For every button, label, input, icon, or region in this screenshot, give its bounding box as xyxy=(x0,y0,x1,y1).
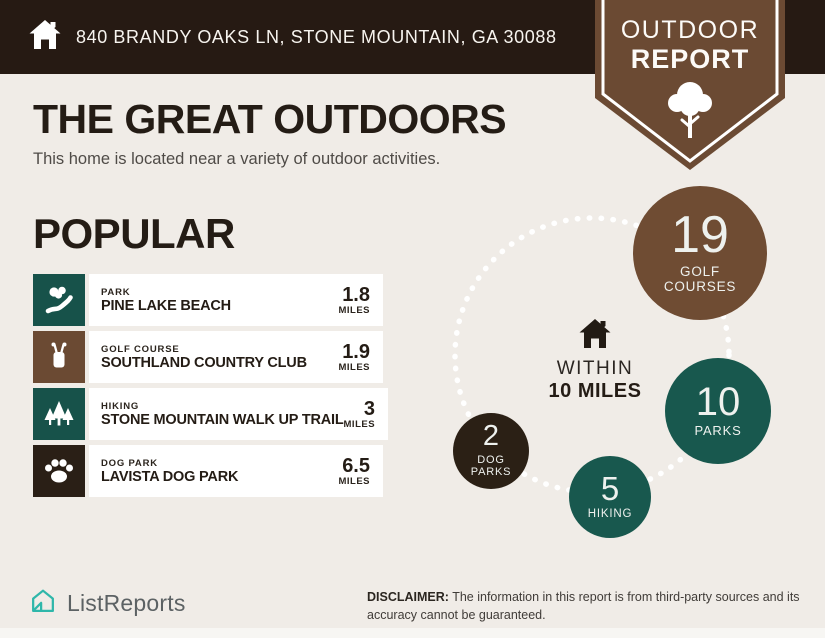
list-item-park: PARK PINE LAKE BEACH 1.8 MILES xyxy=(33,274,383,326)
paw-icon xyxy=(33,445,85,497)
badge-title-line2: REPORT xyxy=(630,44,750,74)
item-category: HIKING xyxy=(101,400,140,412)
hiking-count: 5 xyxy=(600,470,620,508)
dog-parks-label: DOG PARKS xyxy=(470,453,512,479)
golf-courses-count: 19 xyxy=(671,206,729,265)
tree-icon xyxy=(662,78,718,147)
item-distance: 3 xyxy=(363,397,376,420)
radius-center-label: WITHIN 10 MILES xyxy=(517,318,673,403)
item-distance-unit: MILES xyxy=(338,475,370,487)
popular-heading: POPULAR xyxy=(33,210,235,257)
item-distance-unit: MILES xyxy=(338,304,370,316)
disclaimer: DISCLAIMER: The information in this repo… xyxy=(367,589,825,624)
brand-name: ListReports xyxy=(67,590,186,616)
golf-bag-icon xyxy=(33,331,85,383)
disclaimer-text-line1: The information in this report is from t… xyxy=(452,590,800,604)
parks-bubble: 10 PARKS xyxy=(665,358,771,464)
list-item-golf-course: GOLF COURSE SOUTHLAND COUNTRY CLUB 1.9 M… xyxy=(33,331,383,383)
popular-list: PARK PINE LAKE BEACH 1.8 MILES xyxy=(33,274,389,502)
item-distance-unit: MILES xyxy=(338,361,370,373)
hiking-bubble: 5 HIKING xyxy=(569,456,651,538)
bottom-border xyxy=(0,628,825,638)
item-distance: 1.9 xyxy=(342,340,370,363)
property-address: 840 BRANDY OAKS LN, STONE MOUNTAIN, GA 3… xyxy=(76,26,557,47)
item-distance: 1.8 xyxy=(342,283,370,306)
badge-title-line1: OUTDOOR xyxy=(620,16,760,44)
item-category: DOG PARK xyxy=(101,457,158,469)
listreports-logo: ListReports xyxy=(28,586,186,621)
list-item-hiking: HIKING STONE MOUNTAIN WALK UP TRAIL 3 MI… xyxy=(33,388,389,440)
park-trees-icon xyxy=(33,274,85,326)
golf-courses-bubble: 19 GOLF COURSES xyxy=(633,186,767,320)
disclaimer-label: DISCLAIMER: xyxy=(367,590,449,604)
dog-parks-count: 2 xyxy=(482,420,500,453)
list-item-dog-park: DOG PARK LAVISTA DOG PARK 6.5 MILES xyxy=(33,445,383,497)
home-icon xyxy=(28,19,62,55)
golf-courses-label: GOLF COURSES xyxy=(663,263,737,295)
parks-count: 10 xyxy=(695,380,741,425)
listreports-house-icon xyxy=(28,586,58,621)
item-name: SOUTHLAND COUNTRY CLUB xyxy=(101,354,307,371)
disclaimer-text-line2: accuracy cannot be guaranteed. xyxy=(367,607,546,622)
item-name: LAVISTA DOG PARK xyxy=(101,468,239,485)
item-category: GOLF COURSE xyxy=(101,343,180,355)
dog-parks-bubble: 2 DOG PARKS xyxy=(453,413,529,489)
item-name: PINE LAKE BEACH xyxy=(101,297,231,314)
page-title: THE GREAT OUTDOORS xyxy=(33,96,507,142)
item-name: STONE MOUNTAIN WALK UP TRAIL xyxy=(101,411,344,428)
item-category: PARK xyxy=(101,286,131,298)
radius-miles-label: 10 MILES xyxy=(548,380,642,402)
hiking-label: HIKING xyxy=(587,507,633,520)
item-distance-unit: MILES xyxy=(343,418,376,430)
home-icon xyxy=(577,319,613,353)
pine-trees-icon xyxy=(33,388,85,440)
within-label: WITHIN xyxy=(556,358,634,379)
outdoor-report-badge: OUTDOOR REPORT xyxy=(595,0,785,178)
page-subtitle: This home is located near a variety of o… xyxy=(33,150,441,168)
parks-label: PARKS xyxy=(694,423,742,439)
item-distance: 6.5 xyxy=(342,454,370,477)
